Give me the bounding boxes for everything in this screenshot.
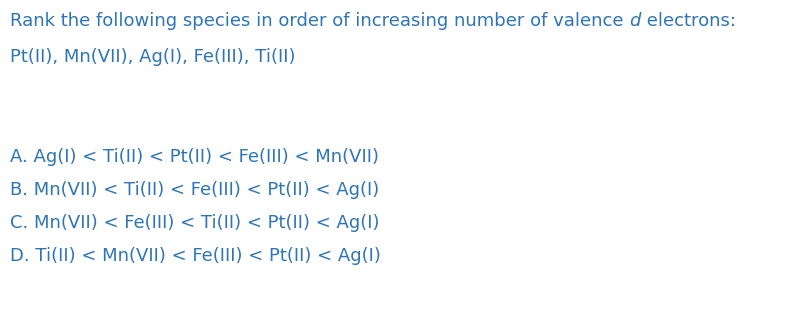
Text: electrons:: electrons: — [641, 12, 735, 30]
Text: d: d — [630, 12, 641, 30]
Text: D. Ti(II) < Mn(VII) < Fe(III) < Pt(II) < Ag(I): D. Ti(II) < Mn(VII) < Fe(III) < Pt(II) <… — [10, 247, 381, 265]
Text: B. Mn(VII) < Ti(II) < Fe(III) < Pt(II) < Ag(I): B. Mn(VII) < Ti(II) < Fe(III) < Pt(II) <… — [10, 181, 380, 199]
Text: C. Mn(VII) < Fe(III) < Ti(II) < Pt(II) < Ag(I): C. Mn(VII) < Fe(III) < Ti(II) < Pt(II) <… — [10, 214, 380, 232]
Text: Rank the following species in order of increasing number of valence: Rank the following species in order of i… — [10, 12, 630, 30]
Text: Pt(II), Mn(VII), Ag(I), Fe(III), Ti(II): Pt(II), Mn(VII), Ag(I), Fe(III), Ti(II) — [10, 48, 295, 66]
Text: A. Ag(I) < Ti(II) < Pt(II) < Fe(III) < Mn(VII): A. Ag(I) < Ti(II) < Pt(II) < Fe(III) < M… — [10, 148, 379, 166]
